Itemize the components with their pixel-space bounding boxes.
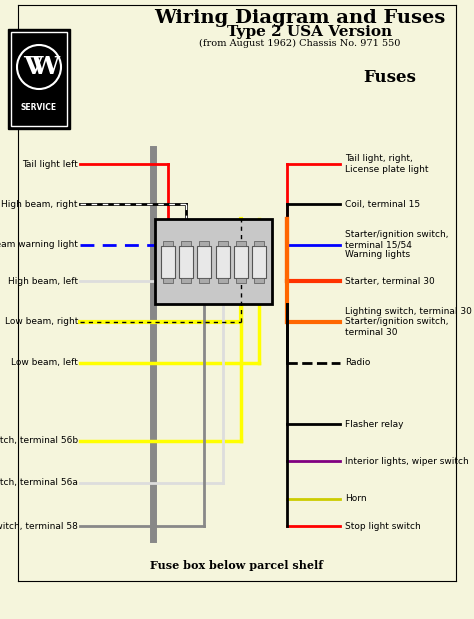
Text: Wiring Diagram and Fuses: Wiring Diagram and Fuses: [155, 9, 446, 27]
Text: W: W: [31, 55, 59, 79]
Text: V: V: [23, 55, 43, 79]
Text: Tail light, right,
License plate light: Tail light, right, License plate light: [345, 154, 428, 174]
Text: High beam, left: High beam, left: [8, 277, 78, 286]
Text: Horn: Horn: [345, 494, 366, 503]
Text: Low beam, right: Low beam, right: [5, 318, 78, 326]
Text: SERVICE: SERVICE: [21, 103, 57, 111]
Text: Fuses: Fuses: [364, 69, 417, 86]
Bar: [234, 246, 248, 277]
Bar: [11, 32, 67, 126]
Bar: [155, 219, 272, 304]
Text: Interior lights, wiper switch: Interior lights, wiper switch: [345, 457, 469, 465]
Text: Tail light left: Tail light left: [22, 160, 78, 168]
Bar: [216, 246, 229, 277]
Bar: [181, 277, 191, 282]
Text: Type 2 USA Version: Type 2 USA Version: [228, 25, 392, 39]
Bar: [254, 241, 264, 246]
Text: Coil, terminal 15: Coil, terminal 15: [345, 200, 420, 209]
Text: Starter/ignition switch,
terminal 15/54
Warning lights: Starter/ignition switch, terminal 15/54 …: [345, 230, 448, 259]
Text: Dimmer switch, terminal 56a: Dimmer switch, terminal 56a: [0, 478, 78, 487]
Text: Radio: Radio: [345, 358, 370, 366]
Bar: [163, 241, 173, 246]
Text: Lighting switch, terminal 58: Lighting switch, terminal 58: [0, 522, 78, 530]
Text: High beam, right: High beam, right: [1, 200, 78, 209]
Text: High beam warning light: High beam warning light: [0, 240, 78, 249]
Bar: [236, 277, 246, 282]
Bar: [200, 241, 210, 246]
Bar: [161, 246, 175, 277]
Bar: [200, 277, 210, 282]
Bar: [179, 246, 193, 277]
Bar: [197, 246, 211, 277]
Bar: [218, 277, 228, 282]
Text: Lighting switch, terminal 30
Starter/ignition switch,
terminal 30: Lighting switch, terminal 30 Starter/ign…: [345, 307, 472, 337]
Bar: [254, 277, 264, 282]
Bar: [236, 241, 246, 246]
Text: Stop light switch: Stop light switch: [345, 522, 421, 530]
Text: Flasher relay: Flasher relay: [345, 420, 403, 428]
Bar: [218, 241, 228, 246]
Bar: [181, 241, 191, 246]
Text: (from August 1962) Chassis No. 971 550: (from August 1962) Chassis No. 971 550: [199, 39, 401, 48]
Bar: [8, 29, 70, 129]
Text: Starter, terminal 30: Starter, terminal 30: [345, 277, 435, 286]
Text: Fuse box below parcel shelf: Fuse box below parcel shelf: [151, 560, 323, 571]
Text: Low beam, left: Low beam, left: [11, 358, 78, 366]
Bar: [252, 246, 266, 277]
Bar: [163, 277, 173, 282]
Text: Dimmer switch, terminal 56b: Dimmer switch, terminal 56b: [0, 436, 78, 445]
